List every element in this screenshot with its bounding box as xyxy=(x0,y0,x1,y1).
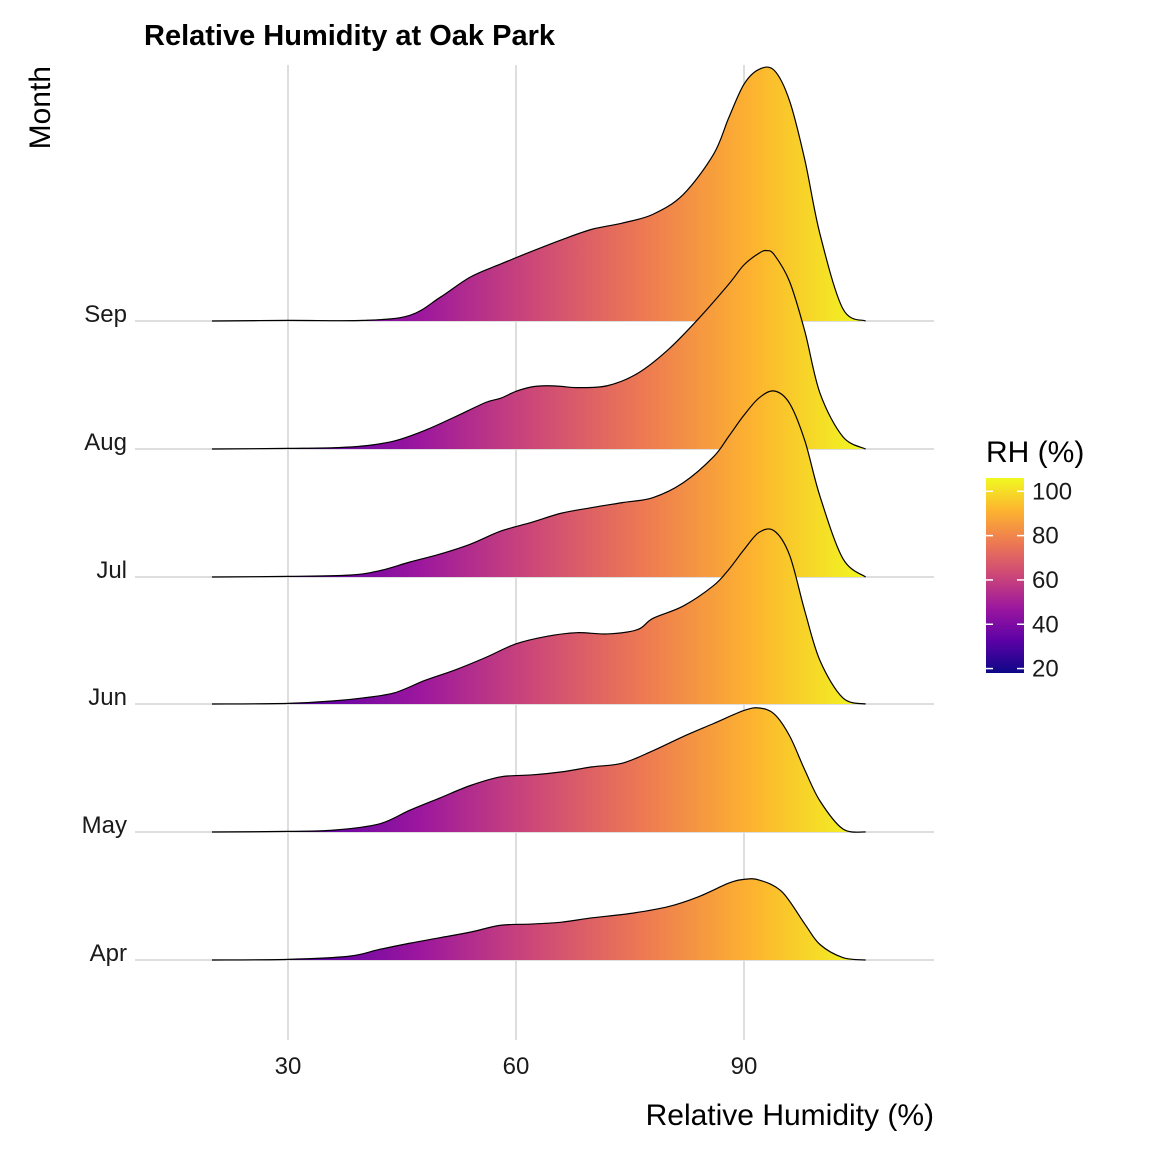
x-tick-label: 60 xyxy=(503,1053,530,1080)
ridge-apr xyxy=(211,878,866,961)
ridge-jul xyxy=(211,390,866,578)
ridge-area-jun xyxy=(212,528,866,704)
ridge-outline-jul xyxy=(211,390,866,578)
chart-title: Relative Humidity at Oak Park xyxy=(144,20,556,52)
ridge-sep xyxy=(211,66,866,322)
ridge-area-apr xyxy=(212,878,866,960)
y-axis-tick-labels: Apr May Jun Jul Aug Sep xyxy=(82,301,127,967)
color-legend: RH (%) 20 40 60 80 100 xyxy=(986,436,1084,683)
legend-tick-label: 60 xyxy=(1032,567,1059,594)
y-tick-label: Apr xyxy=(90,940,127,967)
x-tick-label: 30 xyxy=(275,1053,302,1080)
y-tick-label: Sep xyxy=(84,301,127,328)
ridge-may xyxy=(211,707,866,833)
ridge-outline-apr xyxy=(211,878,866,961)
ridge-area-may xyxy=(212,707,866,833)
y-tick-label: Jun xyxy=(88,684,127,711)
legend-tick-label: 20 xyxy=(1032,656,1059,683)
y-tick-label: May xyxy=(82,812,127,839)
ridge-outline-aug xyxy=(211,249,866,450)
x-tick-label: 90 xyxy=(731,1053,758,1080)
x-axis-title: Relative Humidity (%) xyxy=(646,1099,934,1132)
ridge-jun xyxy=(211,528,866,705)
ridge-area-sep xyxy=(212,67,866,321)
legend-tick-label: 80 xyxy=(1032,523,1059,550)
ridge-area-jul xyxy=(212,390,866,577)
x-axis-tick-labels: 30 60 90 xyxy=(275,1053,758,1080)
legend-tick-label: 40 xyxy=(1032,611,1059,638)
ridge-outline-may xyxy=(211,707,866,833)
y-tick-label: Aug xyxy=(84,429,127,456)
ridge-outline-jun xyxy=(211,528,866,705)
legend-title: RH (%) xyxy=(986,436,1084,469)
ridge-aug xyxy=(211,249,866,450)
ridge-area-aug xyxy=(212,250,866,449)
legend-colorbar xyxy=(986,478,1024,673)
ridge-outline-sep xyxy=(211,66,866,322)
y-axis-title: Month xyxy=(24,66,57,149)
legend-ticks: 20 40 60 80 100 xyxy=(986,478,1072,683)
legend-tick-label: 100 xyxy=(1032,478,1072,505)
density-ridges xyxy=(211,66,866,961)
y-tick-label: Jul xyxy=(96,557,127,584)
